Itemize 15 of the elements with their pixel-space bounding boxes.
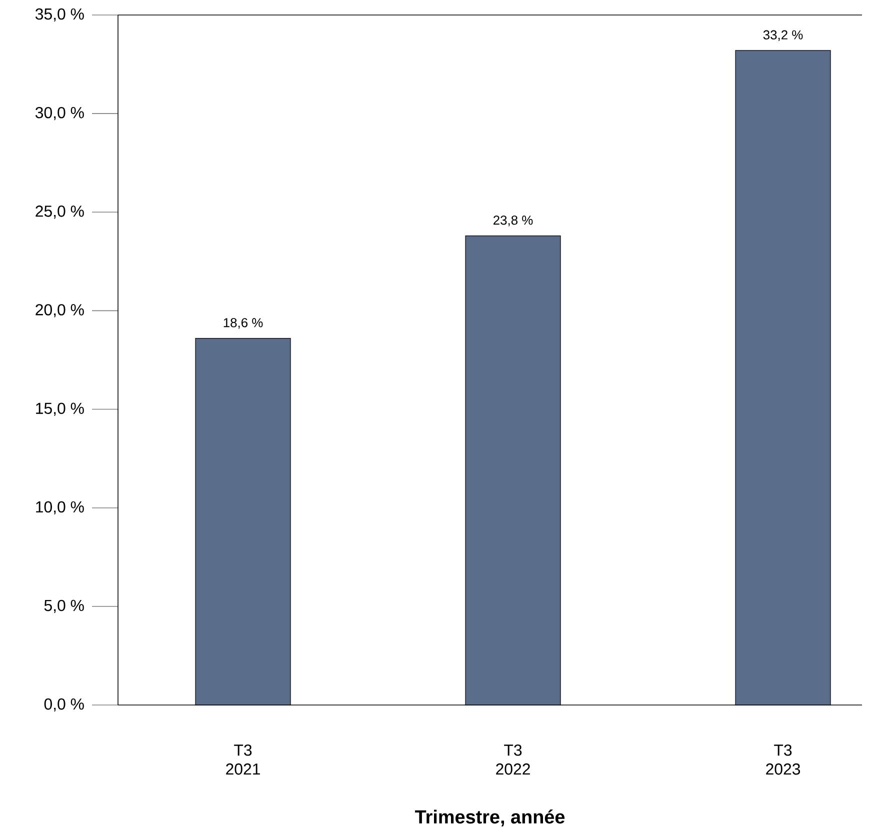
y-tick-label: 20,0 %: [36, 304, 84, 318]
y-tick-label: 5,0 %: [44, 600, 84, 613]
x-tick-label: T3 2023: [766, 744, 800, 775]
x-tick-label: T3 2021: [226, 744, 260, 775]
data-label: 33,2 %: [763, 30, 803, 41]
y-tick-label: 35,0 %: [35, 8, 84, 22]
y-tick-label: 10,0 %: [36, 501, 84, 514]
y-tick-label: 30,0 %: [35, 106, 84, 120]
y-tick-label: 0,0 %: [44, 698, 84, 712]
x-axis-title: Trimestre, année: [415, 810, 565, 826]
x-tick-label: T3 2022: [496, 744, 530, 775]
y-tick-label: 15,0 %: [36, 402, 84, 416]
data-label: 23,8 %: [494, 216, 533, 226]
y-tick-label: 25,0 %: [36, 206, 84, 219]
data-label: 18,6 %: [224, 318, 263, 329]
